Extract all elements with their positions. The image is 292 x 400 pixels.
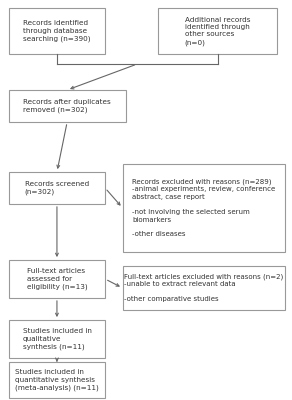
Text: Studies included in
qualitative
synthesis (n=11): Studies included in qualitative synthesi…	[22, 328, 91, 350]
FancyBboxPatch shape	[123, 164, 285, 252]
FancyBboxPatch shape	[9, 172, 105, 204]
FancyBboxPatch shape	[9, 260, 105, 298]
FancyBboxPatch shape	[9, 320, 105, 358]
Text: Studies included in
quantitative synthesis
(meta-analysis) (n=11): Studies included in quantitative synthes…	[15, 369, 99, 391]
Text: Full-text articles excluded with reasons (n=2)
-unable to extract relevant data
: Full-text articles excluded with reasons…	[124, 274, 283, 302]
Text: Additional records
identified through
other sources
(n=0): Additional records identified through ot…	[185, 16, 250, 46]
FancyBboxPatch shape	[9, 90, 126, 122]
Text: Records after duplicates
removed (n=302): Records after duplicates removed (n=302)	[23, 99, 111, 113]
FancyBboxPatch shape	[158, 8, 277, 54]
Text: Records excluded with reasons (n=289)
-animal experiments, review, conference
ab: Records excluded with reasons (n=289) -a…	[132, 178, 275, 238]
Text: Full-text articles
assessed for
eligibility (n=13): Full-text articles assessed for eligibil…	[27, 268, 87, 290]
Text: Records screened
(n=302): Records screened (n=302)	[25, 181, 89, 195]
FancyBboxPatch shape	[9, 8, 105, 54]
Text: Records identified
through database
searching (n=390): Records identified through database sear…	[23, 20, 91, 42]
FancyBboxPatch shape	[9, 362, 105, 398]
FancyBboxPatch shape	[123, 266, 285, 310]
